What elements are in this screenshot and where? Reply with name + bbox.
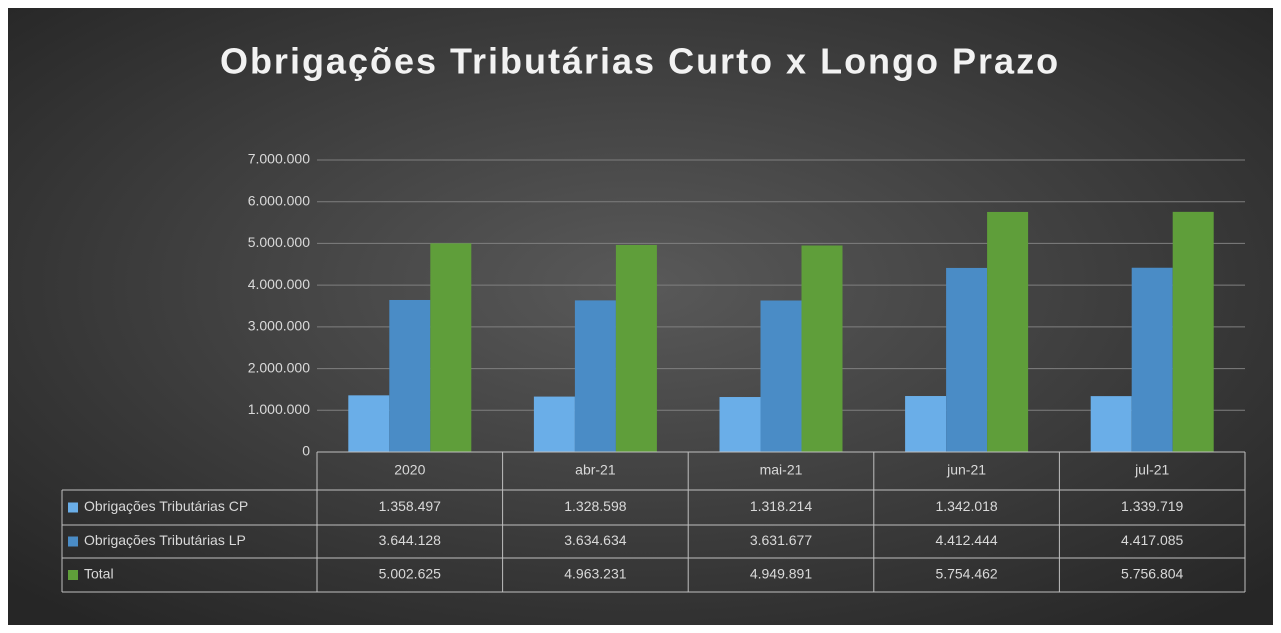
bar	[1172, 211, 1214, 452]
x-tick-label: mai-21	[760, 462, 803, 478]
y-tick-label: 2.000.000	[248, 359, 310, 375]
bar	[533, 396, 575, 452]
legend-key	[68, 536, 78, 547]
bar	[430, 243, 472, 452]
x-tick-label: 2020	[394, 462, 425, 478]
bar	[1090, 396, 1132, 452]
legend-label: Obrigações Tributárias LP	[84, 532, 246, 548]
table-value: 4.412.444	[935, 532, 997, 548]
table-value: 5.756.804	[1121, 566, 1183, 582]
x-tick-label: jul-21	[1134, 462, 1169, 478]
bar	[719, 397, 761, 452]
bar	[1131, 267, 1173, 452]
table-value: 3.644.128	[379, 532, 441, 548]
table-value: 4.949.891	[750, 566, 812, 582]
bar	[348, 395, 390, 452]
bar	[801, 245, 843, 452]
bar	[615, 244, 657, 452]
y-tick-label: 7.000.000	[248, 151, 310, 167]
table-value: 4.963.231	[564, 566, 626, 582]
bar	[574, 300, 616, 452]
bar	[987, 211, 1029, 452]
bar	[946, 267, 988, 452]
bar	[760, 300, 802, 452]
table-value: 5.002.625	[379, 566, 441, 582]
table-value: 1.318.214	[750, 498, 812, 514]
table-value: 4.417.085	[1121, 532, 1183, 548]
chart-title: Obrigações Tributárias Curto x Longo Pra…	[220, 41, 1060, 82]
legend-key	[68, 502, 78, 513]
table-value: 1.358.497	[379, 498, 441, 514]
table-value: 1.328.598	[564, 498, 626, 514]
legend-label: Obrigações Tributárias CP	[84, 498, 248, 514]
x-tick-label: abr-21	[575, 462, 616, 478]
x-tick-label: jun-21	[946, 462, 986, 478]
table-value: 1.342.018	[935, 498, 997, 514]
table-value: 3.634.634	[564, 532, 626, 548]
table-value: 5.754.462	[935, 566, 997, 582]
y-tick-label: 5.000.000	[248, 234, 310, 250]
bar	[389, 299, 431, 452]
table-value: 3.631.677	[750, 532, 812, 548]
legend-key	[68, 570, 78, 580]
y-tick-label: 6.000.000	[248, 192, 310, 208]
y-tick-label: 0	[302, 443, 310, 459]
legend-label: Total	[84, 566, 114, 582]
y-tick-label: 3.000.000	[248, 318, 310, 334]
y-tick-label: 4.000.000	[248, 276, 310, 292]
y-tick-label: 1.000.000	[248, 401, 310, 417]
bar	[905, 396, 947, 452]
table-value: 1.339.719	[1121, 498, 1183, 514]
